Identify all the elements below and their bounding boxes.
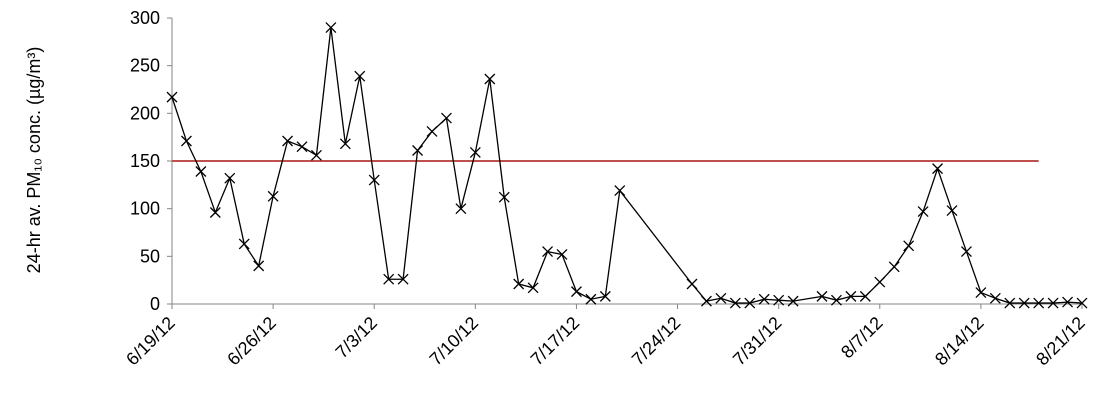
data-point (484, 73, 496, 85)
data-point (932, 163, 944, 175)
y-tick-label: 100 (130, 199, 160, 219)
data-point (686, 278, 698, 290)
data-point (282, 135, 294, 147)
data-point (209, 207, 221, 218)
data-point (296, 141, 308, 153)
data-point (1033, 297, 1045, 309)
x-tick-label: 6/19/12 (122, 313, 179, 370)
x-tick-label: 8/7/12 (837, 313, 887, 363)
data-point (989, 292, 1001, 304)
data-point (715, 292, 727, 304)
data-point (339, 138, 351, 150)
data-point (729, 297, 741, 309)
data-point (412, 145, 424, 156)
data-point (195, 166, 207, 177)
data-point (513, 278, 525, 290)
data-point (180, 135, 192, 147)
data-point (542, 246, 554, 258)
x-tick-label: 8/14/12 (931, 313, 988, 370)
data-point (224, 172, 236, 184)
data-point (773, 294, 785, 306)
data-point (325, 22, 337, 33)
data-point (267, 190, 279, 202)
series-line (171, 27, 1083, 304)
data-point (1047, 297, 1059, 309)
data-point (238, 238, 250, 250)
x-tick-label: 8/21/12 (1032, 313, 1089, 370)
data-point (498, 191, 510, 203)
data-point (556, 248, 568, 260)
data-point (570, 286, 582, 298)
data-point (830, 294, 842, 306)
data-point (1076, 297, 1088, 309)
data-point (816, 290, 828, 302)
data-point (310, 149, 322, 161)
x-tick-label: 7/24/12 (628, 313, 685, 370)
data-point (758, 293, 770, 305)
data-point (527, 282, 539, 294)
x-tick-label: 7/3/12 (332, 313, 382, 363)
data-point (599, 290, 611, 302)
x-tick-label: 7/10/12 (426, 313, 483, 370)
data-point (960, 246, 972, 258)
data-point (917, 206, 929, 217)
data-point (903, 240, 915, 252)
y-axis-label: 24-hr av. PM₁₀ conc. (µg/m³) (24, 47, 44, 274)
data-point (253, 260, 265, 272)
data-point (426, 125, 438, 137)
data-point (440, 112, 452, 124)
y-tick-label: 200 (130, 103, 160, 123)
data-point (469, 146, 481, 158)
data-point (1062, 296, 1074, 308)
data-point (787, 295, 799, 307)
x-tick-label: 7/17/12 (527, 313, 584, 370)
y-tick-label: 150 (130, 151, 160, 171)
y-tick-label: 300 (130, 8, 160, 28)
data-point (700, 295, 712, 307)
x-tick-label: 7/31/12 (729, 313, 786, 370)
data-point (859, 290, 871, 302)
data-point (354, 70, 366, 82)
data-point (946, 205, 958, 217)
data-point (397, 273, 409, 285)
data-point (874, 276, 886, 288)
x-tick-label: 6/26/12 (223, 313, 280, 370)
data-point (166, 91, 178, 103)
data-point (1004, 297, 1016, 309)
data-point (383, 273, 395, 285)
y-tick-label: 0 (150, 294, 160, 314)
data-point (585, 293, 597, 305)
data-point (1018, 297, 1030, 309)
data-point (455, 203, 467, 215)
data-point (975, 287, 987, 299)
data-point (614, 185, 626, 197)
y-tick-label: 50 (140, 246, 160, 266)
data-point (744, 297, 756, 309)
data-point (845, 290, 857, 302)
y-tick-label: 250 (130, 56, 160, 76)
data-point (888, 261, 900, 273)
data-point (368, 174, 380, 186)
